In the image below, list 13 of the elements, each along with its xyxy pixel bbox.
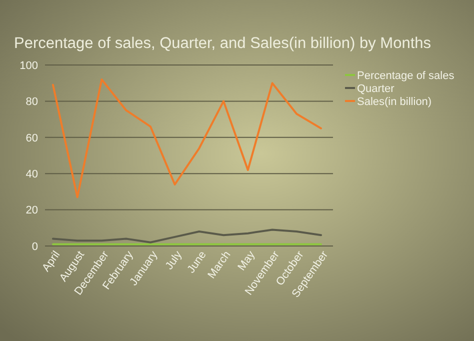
y-tick-label: 0 [32, 240, 38, 253]
legend-label: Percentage of sales [357, 70, 455, 82]
y-tick-label: 40 [26, 168, 38, 180]
line-series [52, 228, 322, 244]
y-tick-label: 100 [20, 60, 38, 72]
chart-title: Percentage of sales, Quarter, and Sales(in billion) by Months [14, 35, 432, 52]
legend-label: Sales(in billion) [357, 96, 432, 108]
y-tick-label: 20 [26, 204, 38, 217]
legend-label: Quarter [357, 82, 395, 95]
y-tick-label: 80 [26, 96, 38, 108]
x-tick-label: July [163, 248, 185, 272]
y-tick-label: 60 [26, 132, 38, 144]
line-series [52, 78, 322, 198]
